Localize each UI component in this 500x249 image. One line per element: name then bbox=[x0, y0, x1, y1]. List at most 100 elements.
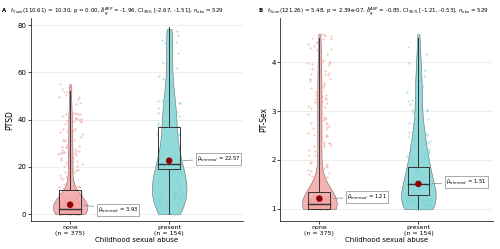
Point bbox=[320, 205, 328, 209]
Point bbox=[72, 208, 80, 212]
Point bbox=[323, 202, 331, 206]
Point bbox=[73, 208, 81, 212]
Point bbox=[418, 173, 426, 177]
Point bbox=[420, 194, 428, 198]
Point bbox=[323, 206, 331, 210]
Point bbox=[403, 196, 411, 200]
Point bbox=[176, 167, 184, 171]
Point bbox=[56, 209, 64, 213]
Point bbox=[70, 210, 78, 214]
Point bbox=[66, 200, 74, 204]
Point bbox=[422, 203, 430, 207]
Point bbox=[62, 199, 70, 203]
Point bbox=[74, 209, 82, 213]
Point bbox=[174, 178, 182, 182]
Point bbox=[166, 184, 174, 187]
Point bbox=[160, 148, 168, 152]
Point bbox=[304, 203, 312, 207]
Point bbox=[420, 203, 428, 207]
Point bbox=[310, 203, 318, 207]
Point bbox=[322, 202, 330, 206]
Point bbox=[54, 210, 62, 214]
Point bbox=[406, 180, 414, 184]
Point bbox=[58, 203, 66, 207]
Point bbox=[154, 121, 162, 125]
Point bbox=[409, 160, 417, 164]
Point bbox=[58, 177, 66, 181]
Point bbox=[70, 211, 78, 215]
Point bbox=[322, 134, 330, 138]
Point bbox=[322, 205, 330, 209]
Text: $\hat{\mu}_{trimmed}$ = 22.57: $\hat{\mu}_{trimmed}$ = 22.57 bbox=[183, 154, 240, 164]
Point bbox=[60, 203, 68, 207]
Point bbox=[419, 207, 427, 211]
Point bbox=[403, 196, 411, 200]
Point bbox=[304, 200, 312, 204]
Point bbox=[311, 206, 319, 210]
Point bbox=[324, 200, 332, 204]
Point bbox=[160, 151, 168, 155]
Point bbox=[54, 95, 62, 99]
Point bbox=[74, 209, 82, 213]
Point bbox=[405, 187, 413, 191]
Point bbox=[314, 205, 322, 209]
Point bbox=[154, 199, 162, 203]
Point bbox=[316, 207, 324, 211]
Point bbox=[164, 62, 172, 66]
Point bbox=[311, 206, 319, 210]
Point bbox=[68, 91, 76, 95]
Point bbox=[61, 206, 69, 210]
Point bbox=[327, 193, 335, 197]
Point bbox=[75, 206, 83, 210]
Point bbox=[416, 144, 424, 148]
Point bbox=[316, 204, 324, 208]
Point bbox=[76, 112, 84, 116]
Point bbox=[309, 206, 317, 210]
Point bbox=[421, 198, 429, 202]
Point bbox=[325, 194, 333, 198]
Point bbox=[78, 202, 86, 206]
Point bbox=[326, 206, 334, 210]
Point bbox=[166, 127, 174, 131]
Point bbox=[310, 144, 318, 148]
Point bbox=[155, 156, 163, 160]
Point bbox=[172, 29, 180, 33]
Point bbox=[160, 165, 168, 169]
Point bbox=[408, 189, 416, 193]
Point bbox=[172, 40, 180, 44]
Point bbox=[56, 206, 64, 210]
Point bbox=[62, 175, 70, 179]
Point bbox=[70, 211, 78, 215]
Point bbox=[58, 204, 66, 208]
Point bbox=[308, 205, 316, 209]
Point bbox=[68, 196, 76, 200]
Point bbox=[63, 206, 71, 210]
Point bbox=[62, 207, 70, 211]
Point bbox=[426, 202, 434, 206]
Point bbox=[68, 210, 76, 214]
Point bbox=[327, 200, 335, 204]
Point bbox=[173, 140, 181, 144]
Point bbox=[312, 202, 320, 206]
Point bbox=[67, 163, 75, 167]
Point bbox=[166, 187, 173, 191]
Point bbox=[316, 205, 324, 209]
Point bbox=[160, 163, 168, 167]
Point bbox=[73, 204, 81, 208]
Point bbox=[420, 154, 428, 158]
Point bbox=[324, 204, 332, 208]
Point bbox=[172, 170, 179, 174]
Point bbox=[162, 31, 170, 35]
Point bbox=[414, 202, 422, 206]
Point bbox=[68, 209, 76, 213]
Point bbox=[74, 202, 82, 206]
Point bbox=[78, 132, 86, 136]
Point bbox=[70, 138, 78, 142]
Point bbox=[154, 156, 162, 160]
Point bbox=[72, 116, 80, 120]
Point bbox=[72, 112, 80, 116]
Point bbox=[172, 124, 180, 127]
Point bbox=[56, 201, 64, 205]
Point bbox=[72, 202, 80, 206]
Point bbox=[164, 27, 172, 31]
